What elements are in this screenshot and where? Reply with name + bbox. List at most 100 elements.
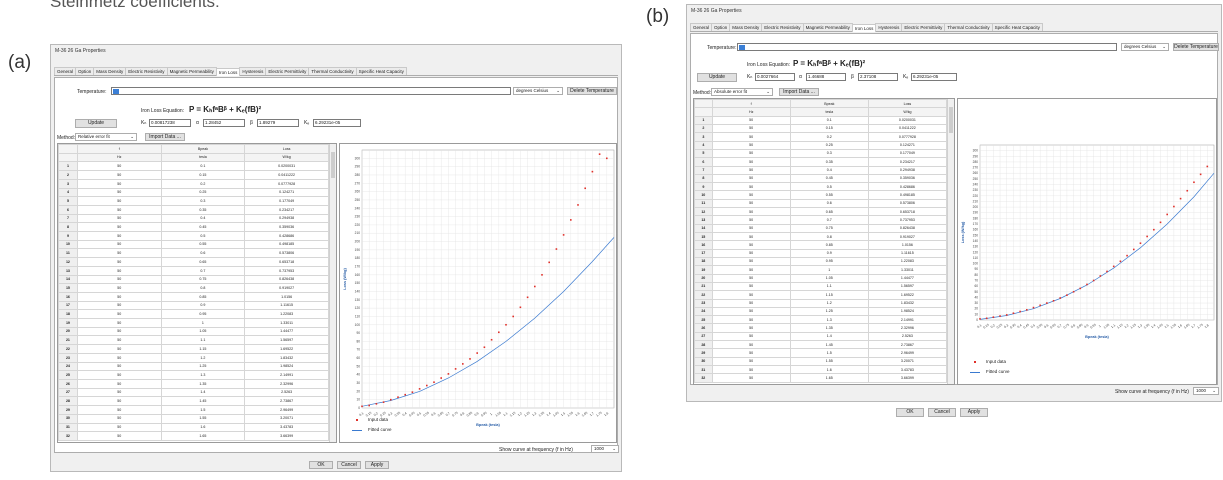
tab-electric-resistivity[interactable]: Electric Resistivity: [125, 67, 168, 75]
show-curve-select[interactable]: 1000 ⌄: [1193, 387, 1219, 395]
table-cell[interactable]: 3.43783: [867, 364, 948, 375]
table-cell[interactable]: 0.9: [789, 248, 869, 258]
table-cell[interactable]: 0.0411222: [244, 170, 329, 180]
table-cell[interactable]: 1.4: [160, 387, 246, 398]
table-cell[interactable]: 1.05: [789, 273, 869, 283]
table-row[interactable]: 10 50 0.55 0.498185: [58, 239, 329, 250]
beta-field[interactable]: 1.89279: [257, 119, 299, 127]
kh-field[interactable]: 0.0027664: [755, 73, 795, 81]
table-cell[interactable]: 1.56597: [244, 335, 329, 346]
table-cell[interactable]: 0.5: [789, 182, 869, 192]
table-cell[interactable]: 0.0777928: [244, 178, 329, 189]
table-cell[interactable]: 0.234217: [867, 157, 948, 167]
table-row[interactable]: 30 50 1.55 3.20071: [694, 356, 948, 367]
kh-field[interactable]: 0.00817238: [149, 119, 191, 127]
table-cell[interactable]: 1.3: [789, 315, 869, 325]
table-cell[interactable]: 0.6: [789, 198, 869, 209]
table-cell[interactable]: 50: [711, 123, 791, 134]
table-cell[interactable]: 1.11615: [867, 248, 948, 258]
table-cell[interactable]: 0.234217: [244, 204, 329, 215]
table-cell[interactable]: 1.33011: [244, 318, 329, 328]
table-row[interactable]: 8 50 0.45 0.359036: [58, 222, 329, 233]
tab-magnetic-permeability[interactable]: Magnetic Permeability: [802, 23, 853, 31]
table-cell[interactable]: 1.98524: [244, 361, 329, 372]
tab-specific-heat-capacity[interactable]: Specific Heat Capacity: [991, 23, 1043, 31]
table-cell[interactable]: 50: [76, 387, 162, 398]
table-cell[interactable]: 50: [76, 187, 162, 198]
table-row[interactable]: 23 50 1.2 1.83432: [694, 298, 948, 308]
table-row[interactable]: 27 50 1.4 2.5263: [58, 387, 329, 398]
table-row[interactable]: 19 50 1 1.33011: [694, 265, 948, 275]
table-row[interactable]: 7 50 0.4 0.294938: [58, 213, 329, 224]
table-row[interactable]: 23 50 1.2 1.83432: [58, 352, 329, 363]
tab-general[interactable]: General: [690, 23, 713, 31]
table-row[interactable]: 6 50 0.35 0.234217: [694, 157, 948, 167]
table-cell[interactable]: 0.15: [160, 170, 246, 180]
table-cell[interactable]: 0.124271: [244, 187, 329, 198]
table-cell[interactable]: 1.35: [789, 323, 869, 333]
temperature-input[interactable]: [737, 43, 1117, 51]
table-row[interactable]: 24 50 1.25 1.98524: [58, 361, 329, 372]
table-cell[interactable]: 1.55: [789, 356, 869, 367]
table-cell[interactable]: 0.653718: [867, 207, 948, 217]
table-cell[interactable]: 50: [711, 306, 791, 317]
table-row[interactable]: 22 50 1.15 1.69522: [694, 290, 948, 300]
temperature-input[interactable]: [111, 87, 511, 95]
table-row[interactable]: 15 50 0.8 0.919027: [58, 283, 329, 293]
update-button[interactable]: Update: [697, 73, 737, 82]
table-cell[interactable]: 0.45: [789, 173, 869, 184]
table-cell[interactable]: 0.0200031: [244, 161, 329, 172]
table-row[interactable]: 15 50 0.8 0.919027: [694, 231, 948, 242]
table-cell[interactable]: 1.15: [160, 344, 246, 354]
table-cell[interactable]: 50: [711, 165, 791, 175]
beta-field[interactable]: 2.37108: [858, 73, 898, 81]
table-cell[interactable]: 50: [711, 373, 791, 383]
table-cell[interactable]: 50: [76, 239, 162, 250]
table-cell[interactable]: 0.0777928: [867, 132, 948, 142]
table-cell[interactable]: 0.294938: [244, 213, 329, 224]
table-cell[interactable]: 50: [711, 207, 791, 217]
scroll-thumb[interactable]: [331, 152, 335, 178]
tab-mass-density[interactable]: Mass Density: [729, 23, 763, 31]
table-cell[interactable]: 1.22083: [867, 256, 948, 267]
table-cell[interactable]: 3.20071: [244, 413, 329, 424]
tab-mass-density[interactable]: Mass Density: [93, 67, 127, 75]
table-cell[interactable]: 0.85: [789, 240, 869, 250]
tab-electric-permittivity[interactable]: Electric Permittivity: [901, 23, 946, 31]
table-row[interactable]: 31 50 1.6 3.43783: [58, 422, 329, 433]
table-row[interactable]: 29 50 1.5 2.96499: [694, 348, 948, 358]
table-cell[interactable]: 50: [76, 405, 162, 415]
table-cell[interactable]: 3.20071: [867, 356, 948, 367]
table-cell[interactable]: 0.45: [160, 222, 246, 233]
table-cell[interactable]: 50: [711, 240, 791, 250]
table-cell[interactable]: 1.5: [160, 405, 246, 415]
table-cell[interactable]: 50: [711, 348, 791, 358]
table-cell[interactable]: 50: [76, 257, 162, 267]
table-row[interactable]: 9 50 0.5 0.428686: [58, 231, 329, 241]
table-cell[interactable]: 2.96499: [244, 405, 329, 415]
delete-temperature-button[interactable]: Delete Temperature: [1173, 43, 1219, 51]
tab-general[interactable]: General: [54, 67, 77, 75]
table-cell[interactable]: 0.65: [160, 257, 246, 267]
table-cell[interactable]: 2.32996: [867, 323, 948, 333]
table-cell[interactable]: 1.44477: [867, 273, 948, 283]
table-cell[interactable]: 0.0411222: [867, 123, 948, 134]
table-cell[interactable]: 1.55: [160, 413, 246, 424]
table-cell[interactable]: 0.826438: [244, 274, 329, 285]
table-row[interactable]: 26 50 1.35 2.32996: [58, 379, 329, 389]
table-cell[interactable]: 0.573806: [867, 198, 948, 209]
table-cell[interactable]: 0.55: [160, 239, 246, 250]
table-row[interactable]: 3 50 0.2 0.0777928: [58, 178, 329, 189]
table-cell[interactable]: 2.5263: [244, 387, 329, 398]
table-row[interactable]: 9 50 0.5 0.428686: [694, 182, 948, 192]
table-cell[interactable]: 0.2: [789, 132, 869, 142]
table-row[interactable]: 27 50 1.4 2.5263: [694, 331, 948, 342]
table-cell[interactable]: 50: [711, 331, 791, 342]
table-cell[interactable]: 1.69522: [244, 344, 329, 354]
table-cell[interactable]: 50: [76, 231, 162, 241]
table-cell[interactable]: 50: [76, 178, 162, 189]
table-cell[interactable]: 0.737953: [867, 215, 948, 225]
table-cell[interactable]: 1.0156: [867, 240, 948, 250]
table-cell[interactable]: 50: [711, 248, 791, 258]
table-row[interactable]: 1 50 0.1 0.0200031: [694, 115, 948, 125]
